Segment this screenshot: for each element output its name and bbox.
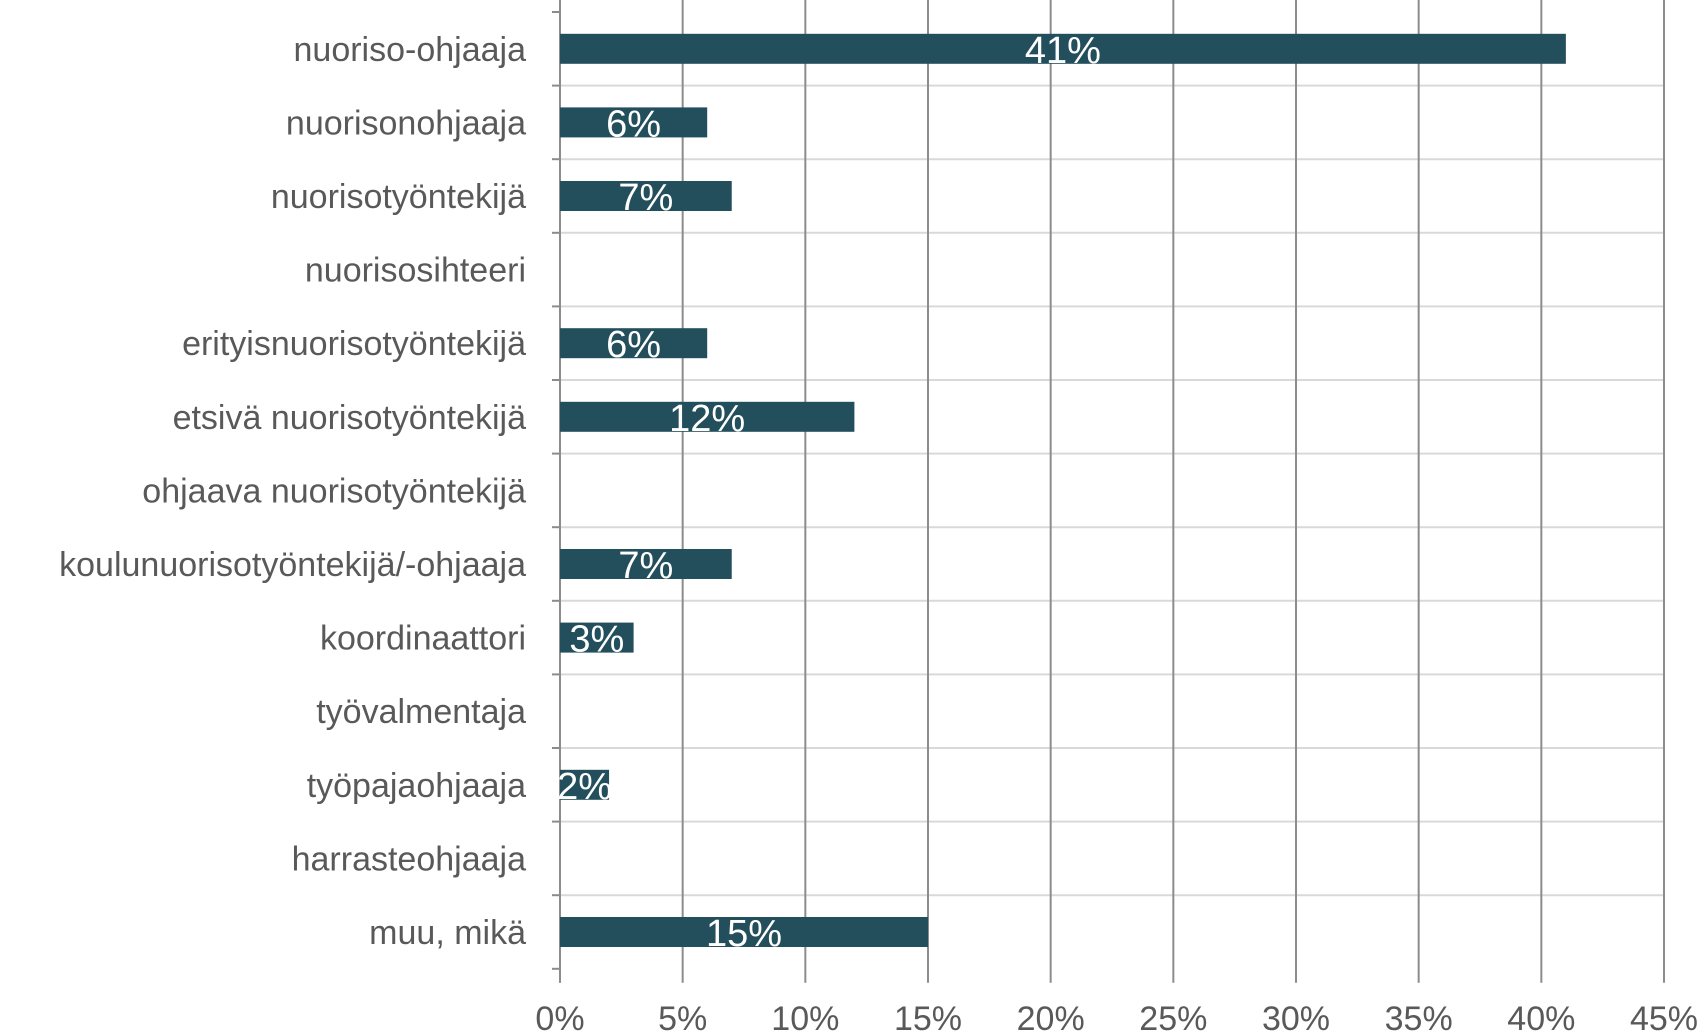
bar	[560, 769, 610, 800]
bar	[560, 917, 928, 947]
bar	[560, 401, 855, 432]
bar	[560, 328, 708, 359]
data-label: 7%	[618, 177, 673, 219]
category-label: harrasteohjaaja	[292, 840, 526, 878]
category-label: nuoriso-ohjaaja	[294, 31, 527, 69]
category-label: koordinaattori	[320, 620, 526, 658]
bar	[560, 622, 634, 653]
x-tick-label: 25%	[1139, 1000, 1207, 1035]
bar	[560, 33, 1566, 64]
data-label: 2%	[557, 766, 612, 808]
category-label: työvalmentaja	[316, 693, 526, 731]
category-label: etsivä nuorisotyöntekijä	[173, 399, 527, 437]
bar	[560, 107, 708, 138]
data-label: 41%	[1025, 30, 1101, 72]
category-label: muu, mikä	[369, 914, 526, 952]
bar	[560, 181, 732, 211]
data-label: 6%	[606, 103, 661, 145]
data-label: 15%	[706, 913, 782, 955]
category-label: koulunuorisotyöntekijä/-ohjaaja	[59, 546, 526, 584]
category-label: erityisnuorisotyöntekijä	[182, 325, 526, 363]
x-tick-label: 45%	[1630, 1000, 1698, 1035]
category-label: nuorisotyöntekijä	[271, 178, 526, 216]
category-label: nuorisosihteeri	[305, 252, 526, 290]
x-tick-label: 10%	[771, 1000, 839, 1035]
bar	[560, 549, 732, 579]
x-tick-label: 15%	[894, 1000, 962, 1035]
data-label: 12%	[669, 398, 745, 440]
x-tick-label: 20%	[1017, 1000, 1085, 1035]
x-tick-label: 35%	[1385, 1000, 1453, 1035]
x-tick-label: 0%	[535, 1000, 584, 1035]
category-label: ohjaava nuorisotyöntekijä	[142, 472, 526, 510]
category-label: nuorisonohjaaja	[286, 104, 526, 142]
data-label: 6%	[606, 324, 661, 366]
x-tick-label: 30%	[1262, 1000, 1330, 1035]
category-label: työpajaohjaaja	[307, 767, 526, 805]
x-tick-label: 5%	[658, 1000, 707, 1035]
data-label: 3%	[569, 619, 624, 661]
data-label: 7%	[618, 545, 673, 587]
x-tick-label: 40%	[1507, 1000, 1575, 1035]
